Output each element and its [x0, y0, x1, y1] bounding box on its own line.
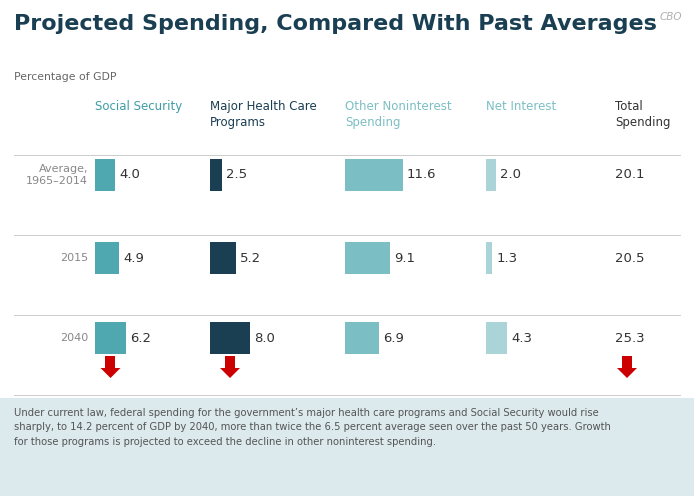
Polygon shape [220, 368, 240, 378]
Polygon shape [617, 368, 637, 378]
Text: Other Noninterest
Spending: Other Noninterest Spending [345, 100, 452, 129]
Text: 2.0: 2.0 [500, 169, 521, 182]
Bar [486, 322, 507, 354]
Text: 9.1: 9.1 [394, 251, 416, 264]
Bar [0, 398, 694, 496]
Bar [486, 242, 493, 274]
Polygon shape [101, 368, 121, 378]
Bar [225, 356, 235, 368]
Bar [210, 159, 223, 191]
Bar [345, 322, 380, 354]
Text: 1.3: 1.3 [496, 251, 518, 264]
Bar [345, 242, 391, 274]
Text: Percentage of GDP: Percentage of GDP [14, 72, 117, 82]
Text: 4.0: 4.0 [119, 169, 140, 182]
Bar [622, 356, 632, 368]
Bar [95, 242, 119, 274]
Bar [210, 242, 236, 274]
Text: Major Health Care
Programs: Major Health Care Programs [210, 100, 316, 129]
Text: 6.9: 6.9 [384, 331, 405, 345]
Text: 11.6: 11.6 [407, 169, 437, 182]
Text: Total
Spending: Total Spending [615, 100, 670, 129]
Bar [486, 159, 496, 191]
Text: CBO: CBO [659, 12, 682, 22]
Text: 2015: 2015 [60, 253, 88, 263]
Bar [345, 159, 403, 191]
Text: Social Security: Social Security [95, 100, 183, 113]
Bar [210, 322, 250, 354]
Text: 25.3: 25.3 [615, 331, 645, 345]
Text: Average,
1965–2014: Average, 1965–2014 [26, 164, 88, 186]
Bar [105, 356, 115, 368]
Text: 5.2: 5.2 [240, 251, 261, 264]
Text: 6.2: 6.2 [130, 331, 151, 345]
Text: 2040: 2040 [60, 333, 88, 343]
Text: Under current law, federal spending for the government’s major health care progr: Under current law, federal spending for … [14, 408, 611, 447]
Bar [95, 322, 126, 354]
Text: Net Interest: Net Interest [486, 100, 557, 113]
Text: 4.9: 4.9 [124, 251, 144, 264]
Text: 8.0: 8.0 [254, 331, 275, 345]
Bar [95, 159, 115, 191]
Text: 20.1: 20.1 [615, 169, 645, 182]
Text: 4.3: 4.3 [511, 331, 532, 345]
Text: Projected Spending, Compared With Past Averages: Projected Spending, Compared With Past A… [14, 14, 657, 34]
Text: 20.5: 20.5 [615, 251, 645, 264]
Text: 2.5: 2.5 [226, 169, 248, 182]
